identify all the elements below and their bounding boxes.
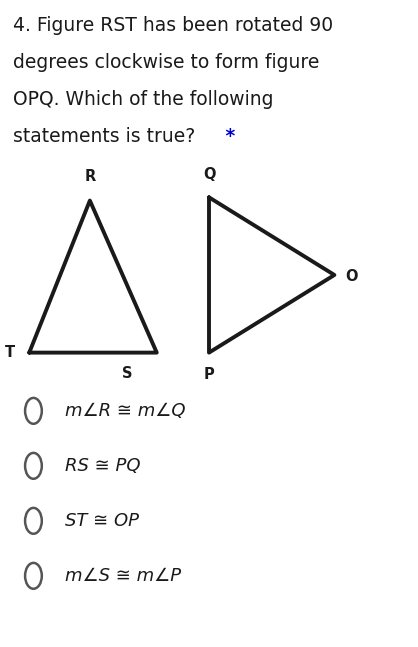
Text: P: P — [204, 367, 214, 382]
Text: RS ≅ PQ: RS ≅ PQ — [65, 457, 140, 475]
Text: Q: Q — [203, 168, 215, 182]
Text: OPQ. Which of the following: OPQ. Which of the following — [13, 90, 273, 109]
Text: O: O — [345, 269, 357, 285]
Text: m∠R ≅ m∠Q: m∠R ≅ m∠Q — [65, 402, 185, 420]
Text: S: S — [122, 366, 133, 380]
Text: *: * — [219, 127, 236, 146]
Text: statements is true?: statements is true? — [13, 127, 195, 146]
Text: ST ≅ OP: ST ≅ OP — [65, 512, 139, 530]
Text: T: T — [5, 345, 15, 360]
Text: 4. Figure RST has been rotated 90: 4. Figure RST has been rotated 90 — [13, 16, 333, 35]
Text: m∠S ≅ m∠P: m∠S ≅ m∠P — [65, 567, 181, 585]
Text: degrees clockwise to form figure: degrees clockwise to form figure — [13, 53, 319, 72]
Text: R: R — [84, 170, 95, 184]
